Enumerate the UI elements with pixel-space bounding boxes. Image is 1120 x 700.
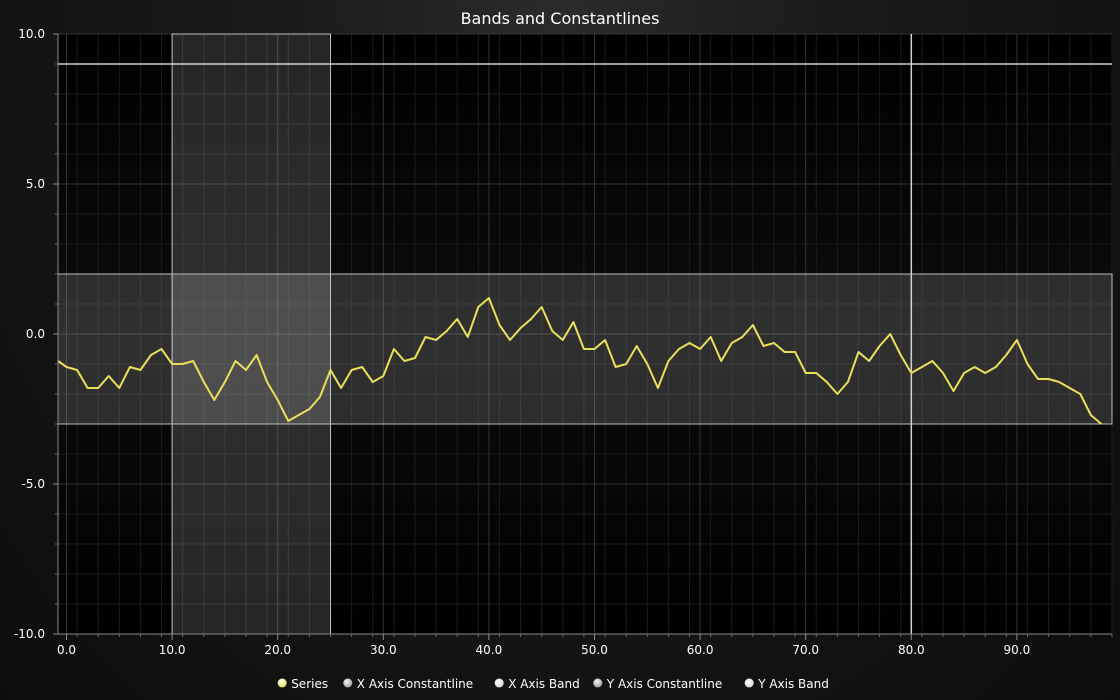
legend-marker-shine (744, 678, 754, 688)
x-axis-band (171, 33, 331, 635)
legend-item: Y Axis Band (744, 677, 829, 691)
y-tick-label: 10.0 (18, 27, 45, 41)
series-line (57, 297, 1103, 425)
legend-marker-shine (343, 678, 353, 688)
legend-item: X Axis Constantline (343, 677, 473, 691)
chart-title: Bands and Constantlines (461, 9, 660, 28)
legend: Series X Axis Constantline X Axis Band Y Ax… (277, 677, 829, 691)
x-tick-label: 40.0 (476, 643, 503, 657)
x-tick-label: 30.0 (370, 643, 397, 657)
x-tick-label: 70.0 (792, 643, 819, 657)
x-tick-label: 10.0 (159, 643, 186, 657)
y-tick-label: -10.0 (14, 627, 45, 641)
x-tick-label: 80.0 (898, 643, 925, 657)
x-axis-ticks: 0.0 10.0 20.0 30.0 40.0 50.0 60.0 70.0 80.0 90.0 (57, 634, 1113, 657)
legend-marker-shine (277, 678, 287, 688)
legend-marker-shine (593, 678, 603, 688)
legend-label: X Axis Constantline (357, 677, 473, 691)
x-tick-label: 60.0 (687, 643, 714, 657)
legend-marker-shine (494, 678, 504, 688)
x-tick-label: 90.0 (1004, 643, 1031, 657)
legend-item: X Axis Band (494, 677, 580, 691)
y-axis-ticks: 10.0 5.0 0.0 -5.0 -10.0 (14, 27, 58, 641)
legend-label: Series (291, 677, 328, 691)
y-tick-label: 0.0 (26, 327, 45, 341)
y-tick-label: 5.0 (26, 177, 45, 191)
legend-item: Y Axis Constantline (593, 677, 722, 691)
x-tick-label: 20.0 (264, 643, 291, 657)
x-tick-label: 50.0 (581, 643, 608, 657)
y-tick-label: -5.0 (22, 477, 45, 491)
legend-item: Series (277, 677, 328, 691)
legend-label: X Axis Band (508, 677, 580, 691)
legend-label: Y Axis Band (757, 677, 829, 691)
x-tick-label: 0.0 (57, 643, 76, 657)
legend-label: Y Axis Constantline (606, 677, 722, 691)
